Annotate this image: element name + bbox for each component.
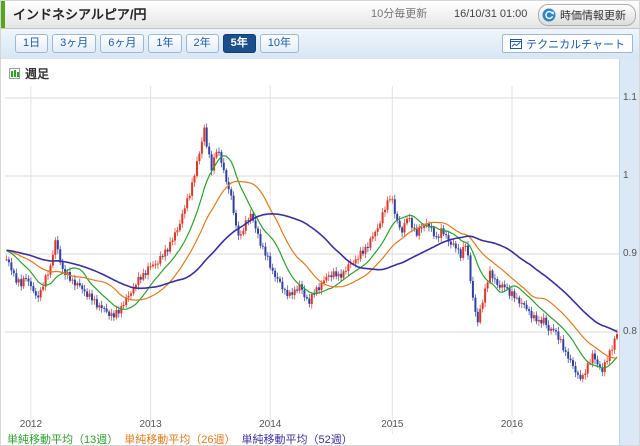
update-frequency-label: 10分毎更新 (371, 8, 428, 20)
y-axis-gutter (619, 59, 639, 445)
x-axis-label: 2012 (19, 419, 43, 430)
legend-sma13: 単純移動平均（13週） (7, 434, 119, 446)
period-tab-1year[interactable]: 1年 (148, 34, 182, 53)
period-tab-bar: 1日 3ヶ月 6ヶ月 1年 2年 5年 10年 テクニカルチャート (1, 29, 639, 60)
x-axis-label: 2013 (139, 419, 162, 430)
price-chart (5, 86, 619, 434)
interval-row: 週足 (1, 59, 619, 86)
period-tab-3months[interactable]: 3ヶ月 (52, 34, 97, 53)
legend-sma52: 単純移動平均（52週） (241, 434, 353, 446)
y-axis-label: 0.9 (623, 248, 637, 259)
legend-sma26: 単純移動平均（26週） (124, 434, 236, 446)
period-tab-2years[interactable]: 2年 (185, 34, 219, 53)
period-tab-10years[interactable]: 10年 (259, 34, 299, 53)
refresh-quotes-button[interactable]: 時価情報更新 (538, 4, 636, 26)
pair-title: インドネシアルピア/円 (13, 7, 147, 22)
interval-label: 週足 (25, 67, 50, 81)
last-update-timestamp: 16/10/31 01:00 (454, 8, 528, 20)
technical-chart-label: テクニカルチャート (526, 38, 625, 51)
refresh-button-label: 時価情報更新 (560, 10, 626, 22)
x-axis-label: 2016 (500, 419, 524, 430)
interval-indicator: 週足 (9, 65, 49, 82)
technical-chart-button[interactable]: テクニカルチャート (502, 34, 633, 53)
refresh-icon (542, 8, 556, 22)
y-axis-label: 1 (623, 170, 629, 181)
chart-window-icon (510, 38, 523, 50)
period-tab-1day[interactable]: 1日 (15, 34, 49, 53)
title-bar: インドネシアルピア/円 10分毎更新 16/10/31 01:00 時価情報更新 (1, 1, 639, 29)
candlestick-icon (9, 68, 20, 79)
period-tabs: 1日 3ヶ月 6ヶ月 1年 2年 5年 10年 (15, 34, 299, 53)
sma-legend: 単純移動平均（13週） 単純移動平均（26週） 単純移動平均（52週） (7, 434, 359, 446)
title-accent-bar (1, 1, 5, 28)
period-tab-5years[interactable]: 5年 (222, 34, 256, 53)
x-axis-label: 2015 (381, 419, 404, 430)
y-axis-label: 0.8 (623, 326, 637, 337)
y-axis-label: 1.1 (623, 92, 637, 103)
period-tab-6months[interactable]: 6ヶ月 (100, 34, 145, 53)
x-axis-label: 2014 (259, 419, 282, 430)
